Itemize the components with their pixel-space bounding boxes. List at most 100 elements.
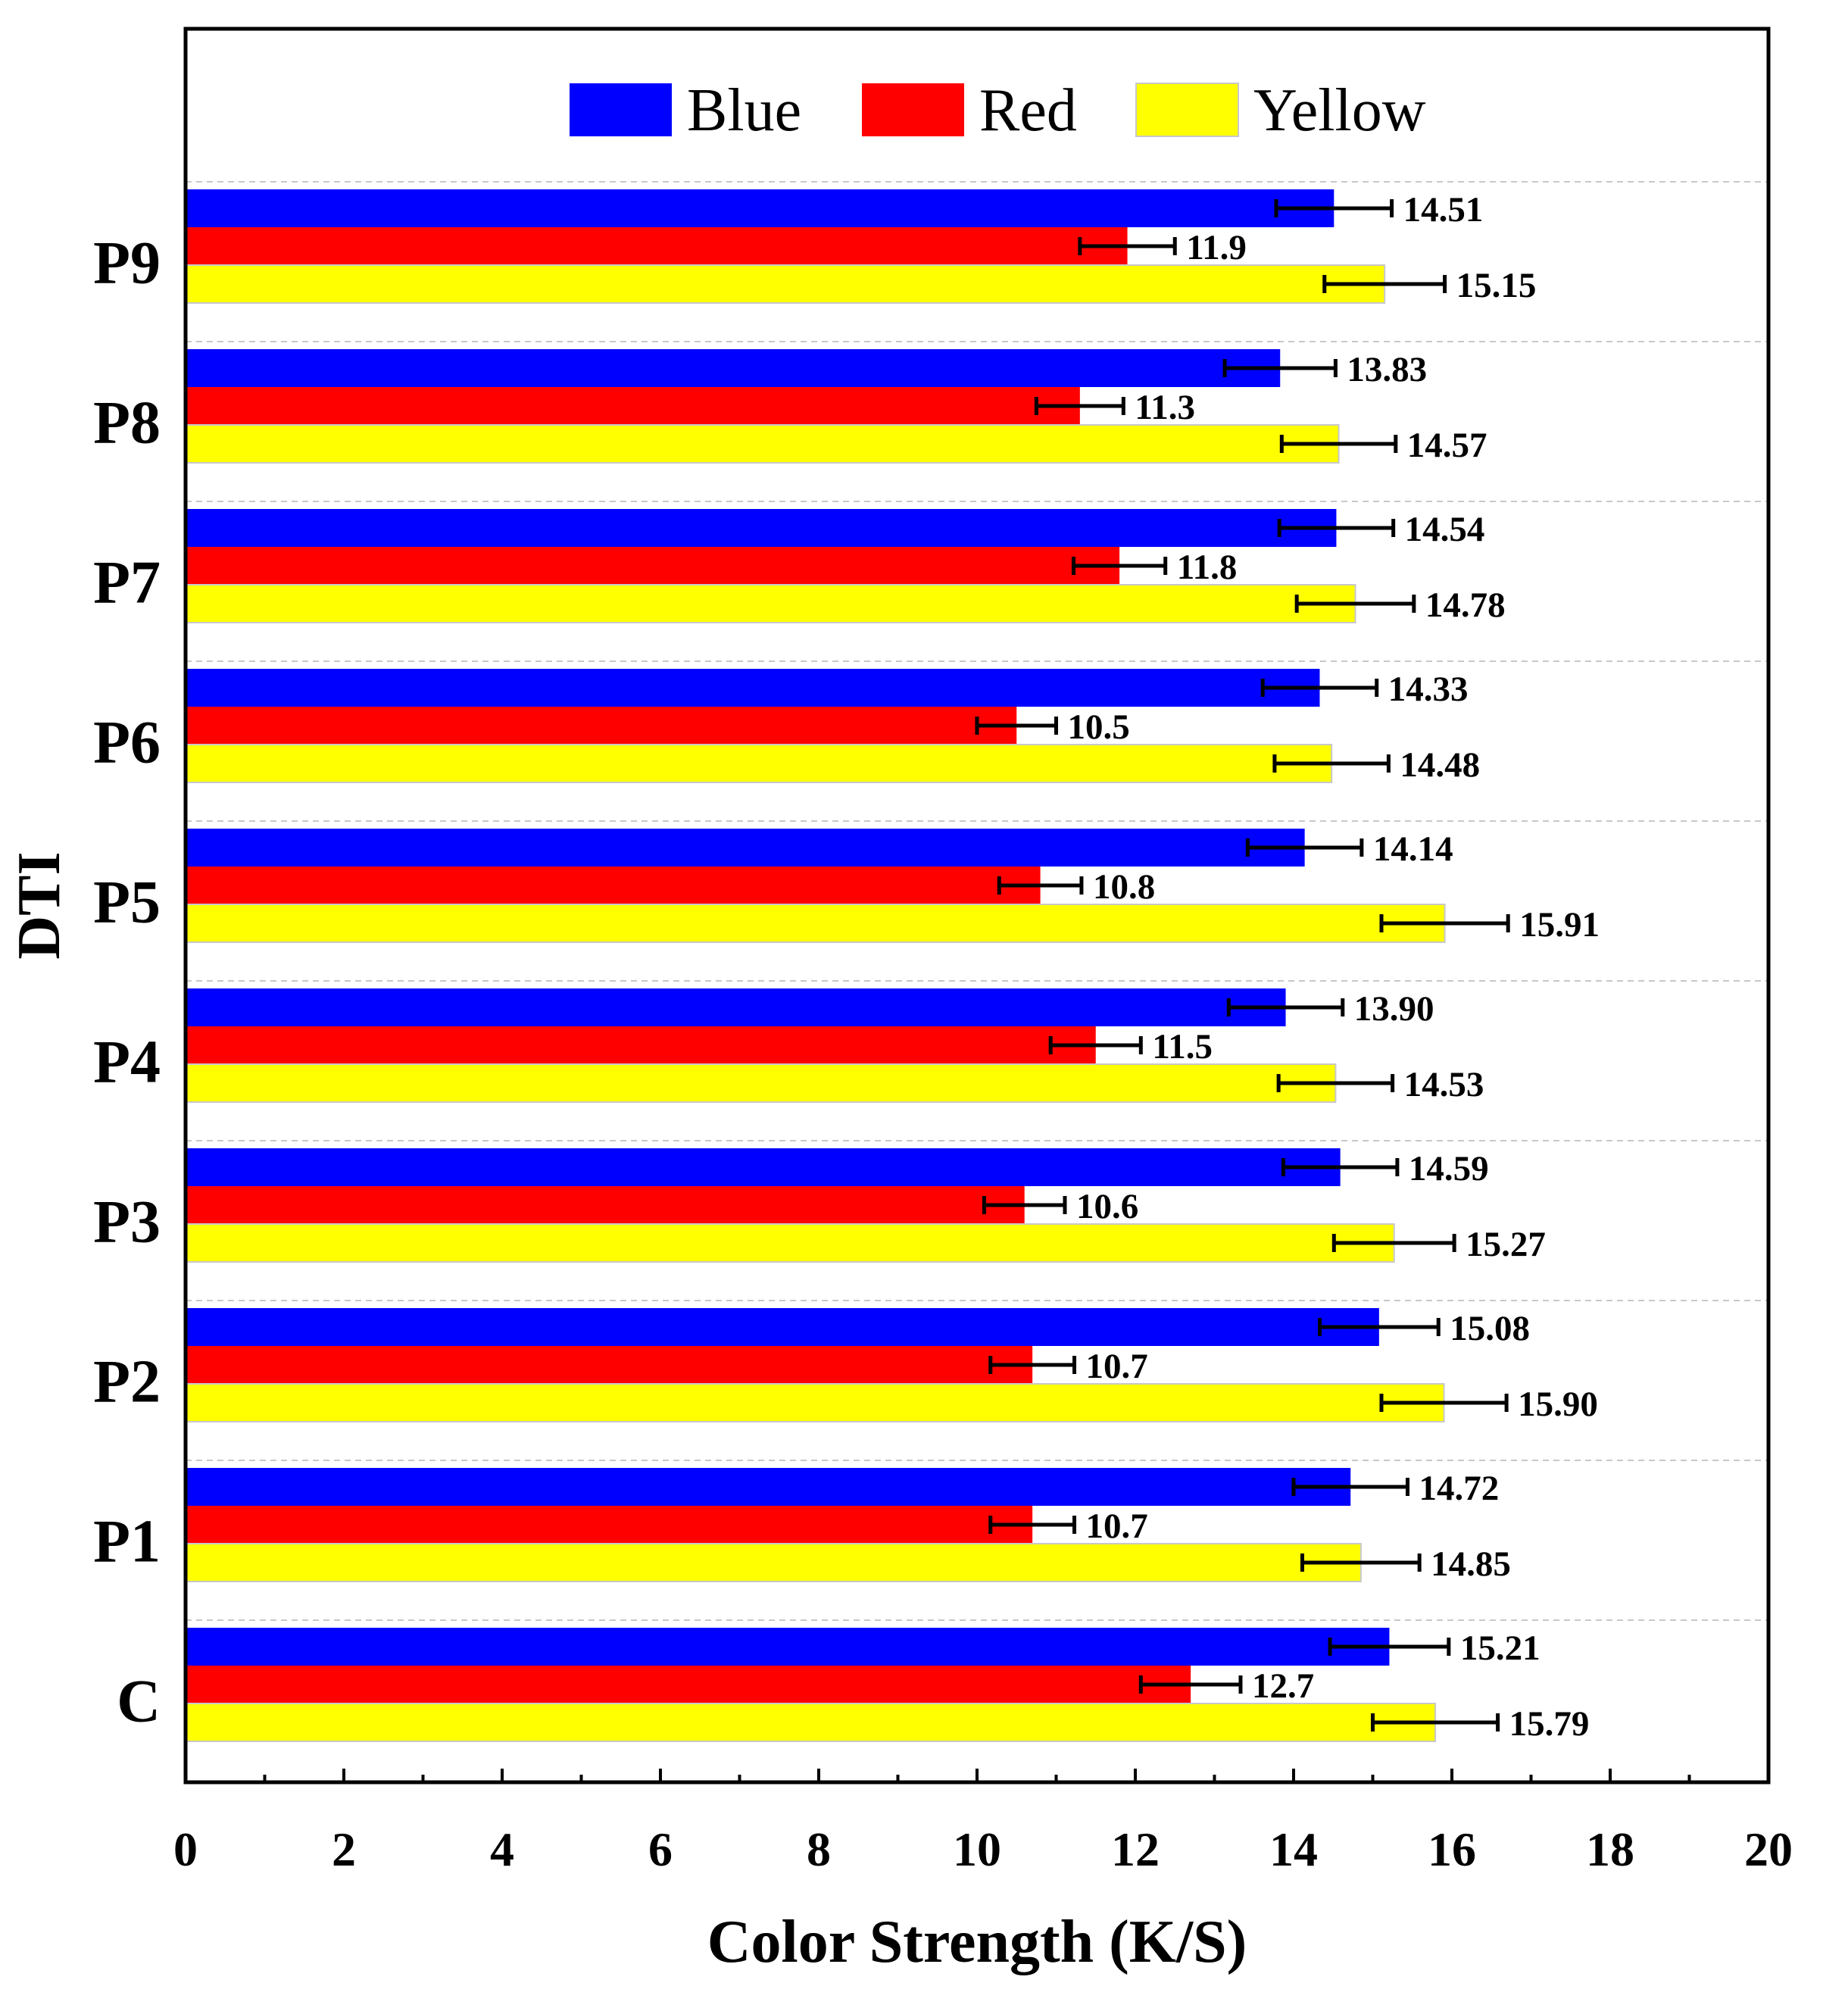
data-label-yellow-p9: 15.15 — [1456, 266, 1537, 305]
data-label-yellow-p1: 14.85 — [1431, 1544, 1511, 1584]
error-bar-blue-p6 — [1260, 679, 1379, 697]
category-label-p6: P6 — [93, 710, 161, 776]
error-bar-blue-p1 — [1291, 1478, 1409, 1496]
error-bar-yellow-p2 — [1379, 1394, 1509, 1412]
x-tick-label: 6 — [648, 1822, 673, 1876]
bar-yellow-p2 — [185, 1383, 1445, 1422]
x-axis-title: Color Strength (K/S) — [707, 1909, 1247, 1975]
error-bar-blue-p2 — [1317, 1318, 1441, 1336]
bar-red-p1 — [186, 1506, 1033, 1544]
legend-item-yellow: Yellow — [1135, 77, 1426, 144]
bar-yellow-p7 — [185, 584, 1356, 623]
legend: Blue Red Yellow — [570, 77, 1426, 144]
error-bar-red-p3 — [982, 1196, 1067, 1214]
category-label-p2: P2 — [93, 1349, 161, 1416]
error-bar-red-p9 — [1078, 237, 1177, 255]
bars — [185, 189, 1446, 1742]
error-bar-red-p5 — [997, 876, 1084, 895]
data-label-yellow-p6: 14.48 — [1400, 745, 1480, 785]
x-tick-label: 0 — [173, 1822, 198, 1876]
data-label-yellow-p3: 15.27 — [1466, 1225, 1546, 1264]
bar-yellow-p1 — [185, 1543, 1362, 1582]
data-label-red-p9: 11.9 — [1186, 228, 1247, 267]
bar-red-p2 — [186, 1346, 1033, 1384]
data-label-red-p6: 10.5 — [1068, 707, 1130, 747]
bar-blue-c — [186, 1628, 1390, 1666]
bar-red-p3 — [186, 1186, 1025, 1224]
x-tick-label: 16 — [1428, 1822, 1476, 1876]
legend-swatch-red — [862, 83, 964, 136]
bar-blue-p8 — [186, 349, 1281, 387]
data-label-yellow-p7: 14.78 — [1425, 586, 1506, 625]
category-label-p4: P4 — [93, 1029, 161, 1096]
bar-blue-p9 — [186, 189, 1334, 227]
bar-blue-p3 — [186, 1148, 1341, 1186]
error-bar-yellow-p8 — [1279, 435, 1398, 453]
data-label-red-p8: 11.3 — [1135, 388, 1195, 427]
bar-red-c — [186, 1666, 1191, 1703]
x-axis: 0 2 4 6 8 10 12 14 16 18 20 — [173, 1769, 1793, 1876]
error-bar-yellow-p1 — [1300, 1554, 1422, 1572]
data-label-blue-p2: 15.08 — [1450, 1309, 1530, 1348]
error-bar-yellow-p6 — [1272, 754, 1391, 773]
data-label-red-p1: 10.7 — [1086, 1507, 1148, 1546]
category-label-p3: P3 — [93, 1189, 161, 1256]
y-axis-title: DTI — [6, 851, 73, 959]
x-tick-label: 2 — [332, 1822, 356, 1876]
x-tick-label: 18 — [1586, 1822, 1634, 1876]
data-label-blue-p1: 14.72 — [1419, 1469, 1499, 1508]
data-label-blue-p8: 13.83 — [1347, 350, 1427, 389]
bar-blue-p1 — [186, 1468, 1351, 1506]
legend-label-blue: Blue — [687, 77, 801, 144]
data-label-blue-p7: 14.54 — [1405, 510, 1485, 549]
category-label-p8: P8 — [93, 390, 161, 457]
data-label-yellow-p5: 15.91 — [1519, 905, 1600, 945]
bar-yellow-p8 — [185, 424, 1340, 464]
data-label-red-p5: 10.8 — [1093, 867, 1155, 907]
error-bar-red-p6 — [975, 717, 1058, 735]
bar-yellow-p9 — [185, 264, 1386, 304]
y-axis-categories: C P1 P2 P3 P4 P5 P6 P7 P8 P9 — [93, 230, 161, 1735]
data-label-red-p3: 10.6 — [1076, 1187, 1138, 1226]
data-label-blue-p9: 14.51 — [1403, 190, 1484, 230]
error-bar-red-p2 — [988, 1356, 1077, 1374]
error-bar-red-p7 — [1071, 557, 1168, 575]
error-bar-blue-c — [1328, 1638, 1451, 1656]
error-bar-blue-p8 — [1222, 359, 1338, 377]
error-bar-blue-p7 — [1277, 519, 1396, 537]
bar-yellow-p4 — [185, 1063, 1337, 1103]
data-label-red-c: 12.7 — [1252, 1666, 1314, 1706]
category-gridlines — [186, 181, 1768, 1621]
data-label-yellow-p8: 14.57 — [1407, 426, 1487, 465]
data-label-blue-c: 15.21 — [1460, 1628, 1541, 1668]
bar-yellow-c — [185, 1703, 1437, 1742]
data-label-yellow-c: 15.79 — [1509, 1704, 1590, 1744]
data-label-yellow-p4: 14.53 — [1404, 1065, 1484, 1104]
category-label-p7: P7 — [93, 550, 161, 617]
error-bar-red-p1 — [988, 1516, 1077, 1534]
x-tick-label: 8 — [807, 1822, 831, 1876]
legend-swatch-yellow — [1135, 83, 1239, 137]
data-label-red-p7: 11.8 — [1177, 548, 1238, 587]
x-tick-label: 20 — [1744, 1822, 1793, 1876]
bar-red-p8 — [186, 387, 1080, 425]
data-label-blue-p6: 14.33 — [1388, 670, 1469, 709]
bar-red-p6 — [186, 707, 1017, 745]
error-bar-blue-p4 — [1226, 998, 1345, 1016]
error-bar-blue-p9 — [1274, 199, 1394, 217]
bar-blue-p4 — [186, 988, 1286, 1026]
data-label-red-p4: 11.5 — [1152, 1027, 1213, 1066]
error-bar-blue-p5 — [1245, 838, 1364, 857]
legend-label-yellow: Yellow — [1253, 77, 1426, 144]
data-label-blue-p5: 14.14 — [1373, 829, 1453, 869]
data-label-yellow-p2: 15.90 — [1518, 1385, 1598, 1424]
bar-blue-p2 — [186, 1308, 1379, 1346]
legend-item-red: Red — [862, 77, 1077, 144]
data-labels: 15.21 12.7 15.79 14.72 10.7 14.85 15.08 10.7 15.… — [1068, 190, 1600, 1744]
x-tick-label: 10 — [953, 1822, 1001, 1876]
bar-yellow-p5 — [185, 904, 1446, 943]
error-bar-yellow-p7 — [1294, 595, 1416, 613]
category-label-c: C — [117, 1669, 161, 1735]
bar-yellow-p6 — [185, 744, 1333, 783]
